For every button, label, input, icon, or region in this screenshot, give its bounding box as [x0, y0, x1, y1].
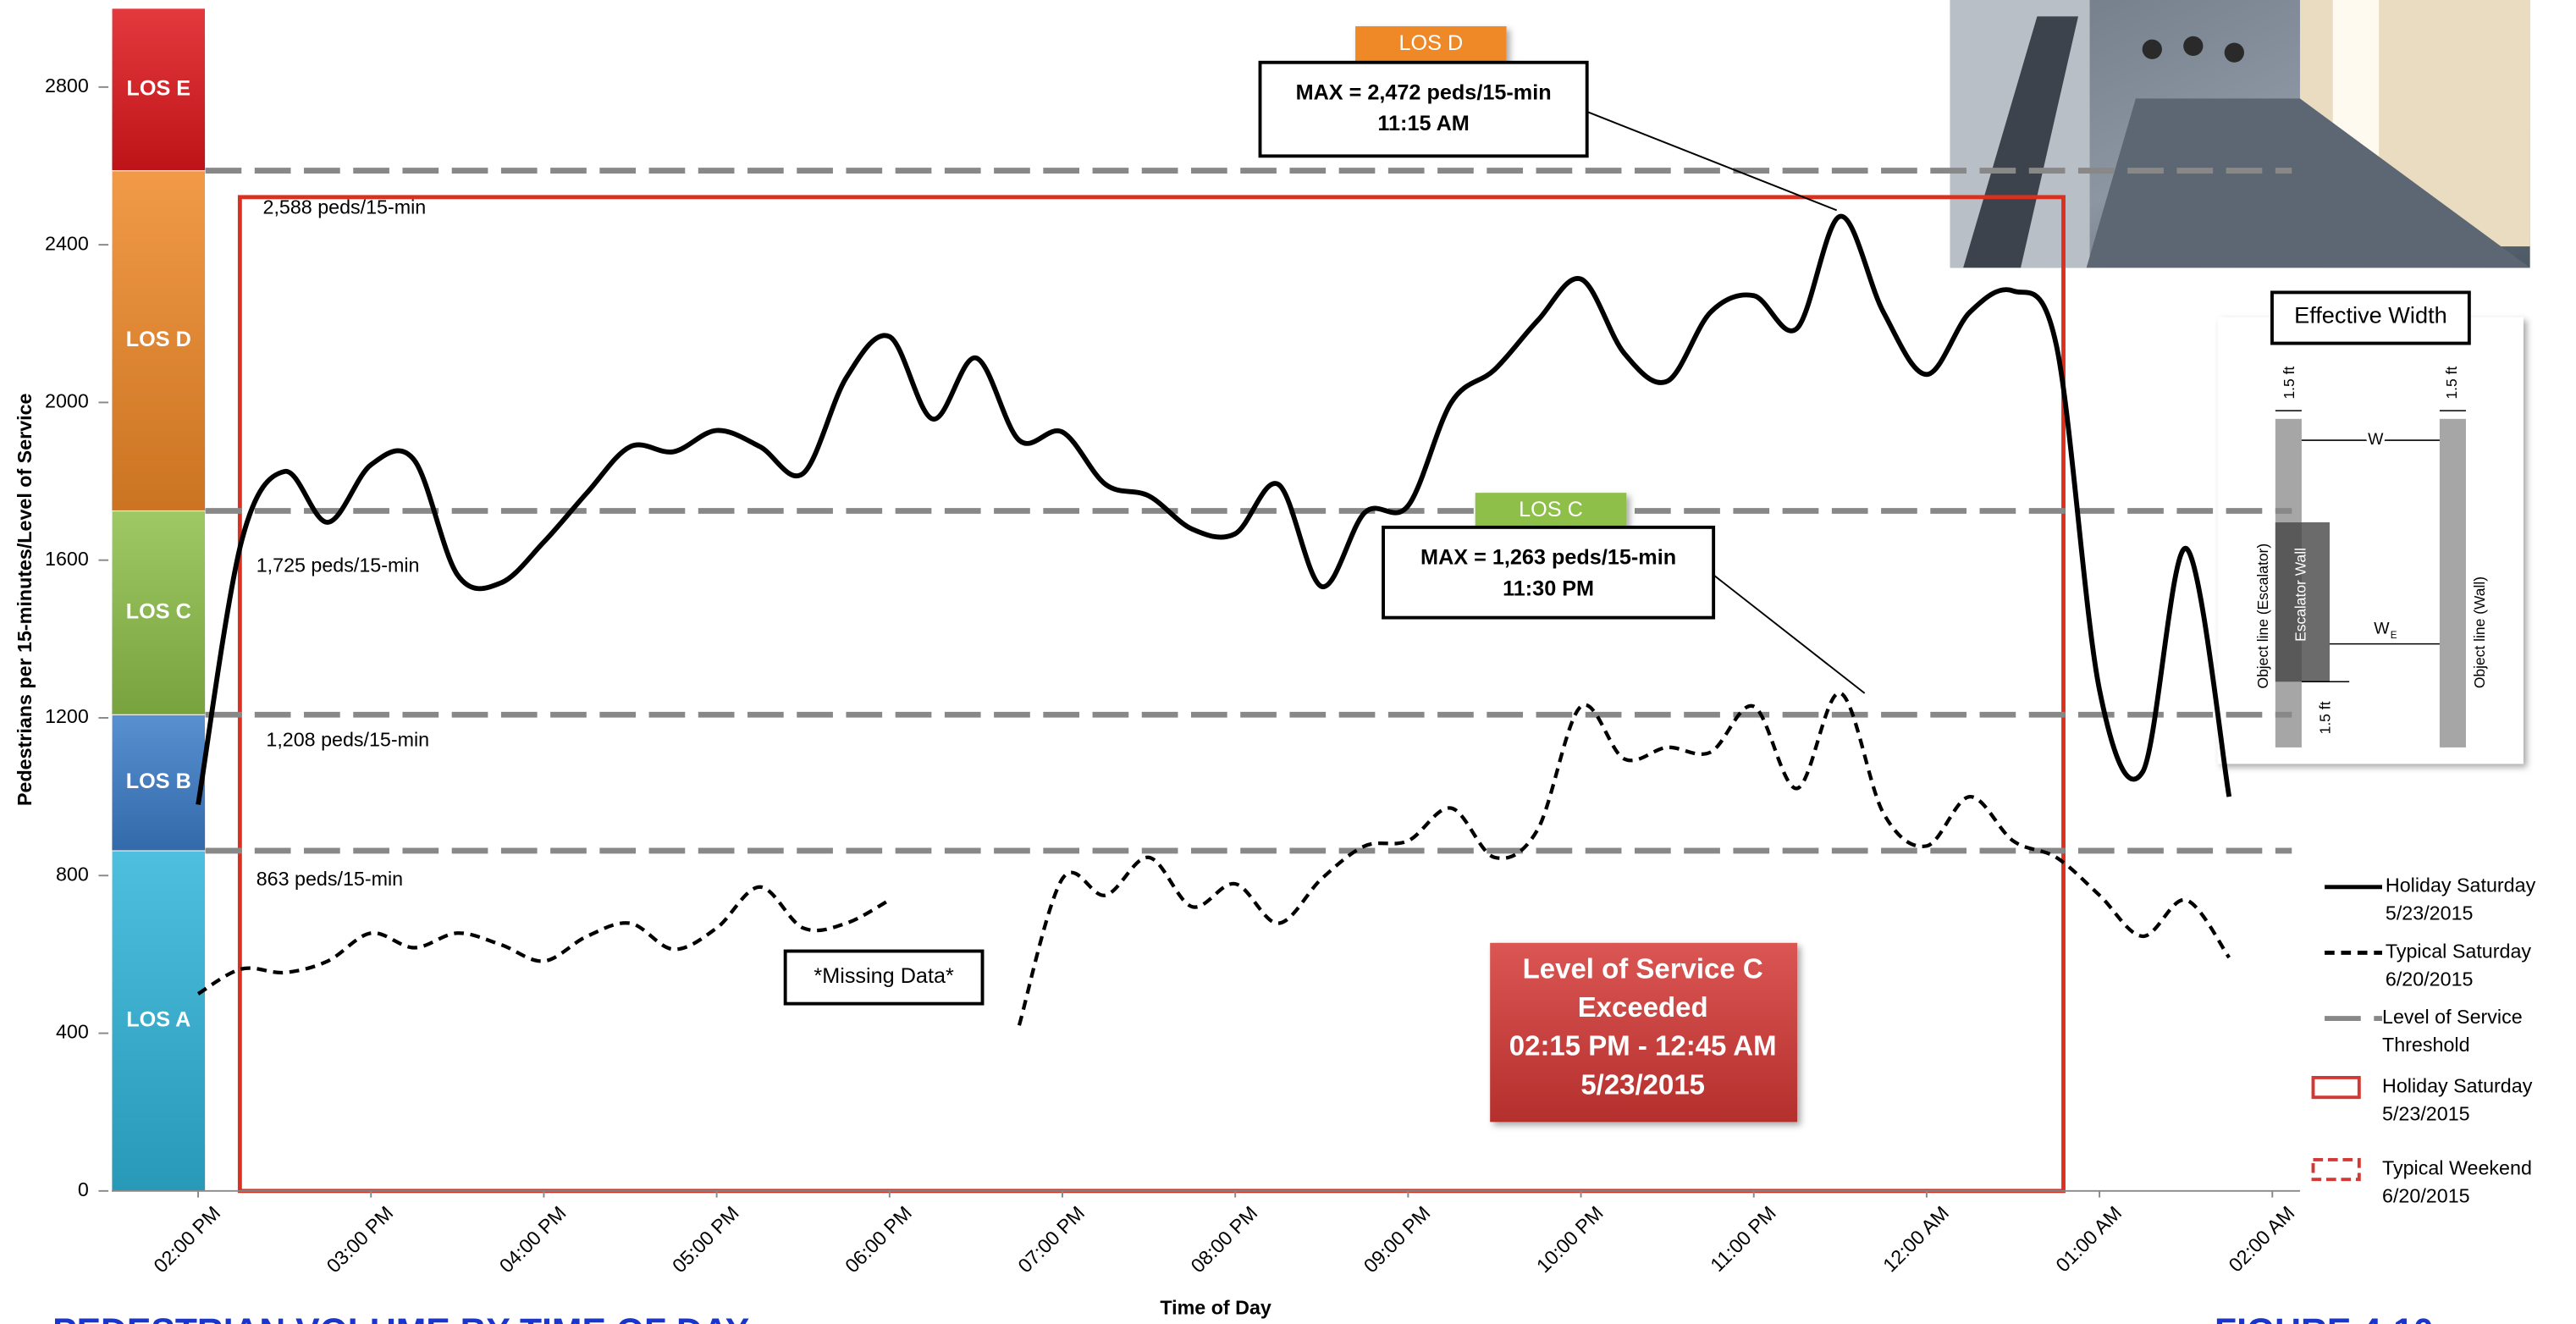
legend-label-box: Holiday Saturday 5/23/2015: [2385, 874, 2536, 925]
los-band-shade: [111, 170, 206, 511]
legend-label-box: Typical Saturday 6/20/2015: [2385, 939, 2532, 991]
inset-text: W: [2374, 619, 2390, 637]
inset: Effective Width 1.5 ft 1.5 ft W Object l…: [2217, 290, 2524, 764]
exceeded-text: Exceeded: [1578, 991, 1708, 1023]
exceeded-box-shade: [1490, 942, 1798, 1123]
y-tick-label: 1200: [45, 705, 89, 727]
inset-text: E: [2391, 630, 2397, 641]
series-line: [196, 691, 2231, 1026]
threshold-label: 863 peds/15-min: [256, 868, 403, 890]
annotation-tag-label: LOS D: [1398, 31, 1463, 55]
x-tick-label: 05:00 PM: [668, 1202, 743, 1277]
threshold-label: 1,725 peds/15-min: [256, 554, 420, 576]
x-tick-label: 08:00 PM: [1187, 1202, 1262, 1277]
y-tick-label: 800: [56, 863, 89, 885]
annotation-tag-label: LOS C: [1519, 498, 1583, 521]
los-band-shade: [111, 850, 206, 1191]
y-axis-title: Pedestrians per 15-minutes/Level of Serv…: [14, 393, 36, 806]
los-label: LOS A: [126, 1008, 190, 1032]
legend-swatch: [2311, 1075, 2361, 1100]
los-band-shade: [111, 8, 206, 171]
annotation-tag: [1475, 493, 1627, 529]
annotation-tag: [1355, 26, 1507, 63]
los-label: LOS C: [126, 600, 191, 624]
x-tick-label: 03:00 PM: [323, 1202, 398, 1277]
inset-text: Escalator Wall: [2292, 548, 2309, 642]
leader-line: [1586, 111, 1838, 212]
y-tick-label: 1600: [45, 548, 89, 570]
los-label: LOS D: [126, 328, 191, 351]
y-tick-label: 2400: [45, 232, 89, 254]
legend-label: Typical Weekend 6/20/2015: [2381, 1156, 2532, 1208]
y-tick-label: 2800: [45, 74, 89, 97]
x-tick-label: 07:00 PM: [1013, 1202, 1089, 1277]
annotation-text: 11:30 PM: [1503, 576, 1594, 600]
x-tick-label: 01:00 AM: [2051, 1202, 2126, 1277]
legend-label-box: Typical Weekend 6/20/2015: [2381, 1156, 2532, 1208]
los-band-shade: [111, 714, 206, 851]
missing-box: [783, 949, 985, 1006]
inset-text: 1.5 ft: [2317, 701, 2334, 734]
inset-text: W: [2368, 430, 2384, 449]
x-tick-label: 11:00 PM: [1706, 1202, 1780, 1277]
exceeded-text: 5/23/2015: [1580, 1068, 1705, 1100]
missing-note: *Missing Data*: [814, 964, 954, 988]
legend-swatch: [2311, 1158, 2361, 1182]
x-tick-label: 02:00 PM: [149, 1202, 224, 1277]
exceeded-text: Level of Service C: [1523, 953, 1763, 985]
legend-label-box: Level of Service Threshold: [2381, 1005, 2523, 1056]
annotation-box: [1382, 525, 1716, 620]
inset-title: Effective Width: [2294, 302, 2447, 328]
bottom-title: PEDESTRIAN VOLUME BY TIME OF DAY: [52, 1311, 749, 1324]
x-tick-label: 06:00 PM: [841, 1202, 916, 1277]
threshold-label: 1,208 peds/15-min: [266, 728, 429, 750]
annotation-text: MAX = 2,472 peds/15-min: [1296, 80, 1552, 104]
figure-label: FIGURE 4-10: [2215, 1311, 2434, 1324]
legend-label: Holiday Saturday 5/23/2015: [2385, 874, 2536, 925]
x-axis-title: Time of Day: [1160, 1297, 1271, 1319]
x-tick-label: 02:00 AM: [2225, 1202, 2299, 1277]
legend-label: Typical Saturday 6/20/2015: [2385, 939, 2532, 991]
annotation-text: MAX = 1,263 peds/15-min: [1420, 545, 1676, 569]
y-tick-label: 0: [78, 1178, 89, 1200]
x-tick-label: 09:00 PM: [1360, 1202, 1435, 1277]
legend-label-box: Holiday Saturday 5/23/2015: [2381, 1074, 2533, 1126]
los-label: LOS B: [126, 770, 191, 793]
legend-label: Holiday Saturday 5/23/2015: [2381, 1074, 2533, 1126]
inset-text: 1.5 ft: [2443, 367, 2460, 400]
inset-text: Object line (Wall): [2471, 576, 2488, 688]
leader-line: [1713, 574, 1866, 694]
x-tick-label: 12:00 AM: [1878, 1202, 1953, 1277]
annotation-box: [1258, 60, 1589, 158]
los-label: LOS E: [126, 76, 190, 100]
y-tick-label: 2000: [45, 390, 89, 412]
los-band-shade: [111, 510, 206, 715]
inset-text: 1.5 ft: [2281, 367, 2297, 400]
series-line: [196, 213, 2232, 805]
x-tick-label: 04:00 PM: [495, 1202, 571, 1277]
annotation-text: 11:15 AM: [1377, 112, 1469, 135]
legend-label: Level of Service Threshold: [2381, 1005, 2523, 1056]
exceeded-text: 02:15 PM - 12:45 AM: [1509, 1030, 1777, 1062]
threshold-label: 2,588 peds/15-min: [263, 196, 427, 218]
inset-text: Object line (Escalator): [2254, 543, 2271, 689]
y-tick-label: 400: [56, 1021, 89, 1043]
x-tick-label: 10:00 PM: [1532, 1202, 1608, 1277]
photo: [1950, 0, 2530, 268]
